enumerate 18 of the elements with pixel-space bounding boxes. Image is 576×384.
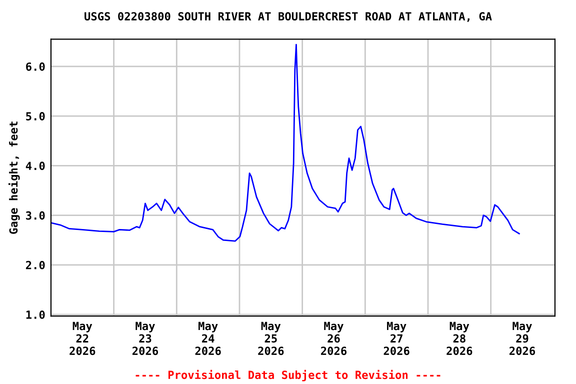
y-tick-label: 2.0	[26, 260, 45, 270]
y-tick-label: 5.0	[26, 112, 45, 120]
x-tick-label: May 23 2026	[132, 322, 158, 356]
x-tick-label: May 24 2026	[195, 322, 221, 356]
y-tick-label: 4.0	[26, 162, 45, 170]
y-tick-label: 6.0	[26, 62, 45, 71]
y-axis-title: Gage height, feet	[8, 122, 20, 234]
line-series	[50, 44, 520, 242]
y-tick-label: 1.0	[26, 310, 45, 319]
chart-title: USGS 02203800 SOUTH RIVER AT BOULDERCREST ROAD AT ATLANTA, GA	[84, 12, 492, 22]
x-tick-label: May 27 2026	[384, 322, 410, 356]
x-tick-label: May 25 2026	[258, 322, 284, 356]
x-tick-label: May 26 2026	[320, 322, 347, 356]
text: ---- Provisional Data Subject to Revision ----	[136, 370, 440, 382]
x-tick-label: May 29 2026	[509, 322, 536, 356]
x-tick-label: May 28 2026	[446, 322, 472, 356]
x-tick-label: May 22 2026	[70, 322, 96, 356]
y-tick-label: 3.0	[26, 211, 45, 220]
